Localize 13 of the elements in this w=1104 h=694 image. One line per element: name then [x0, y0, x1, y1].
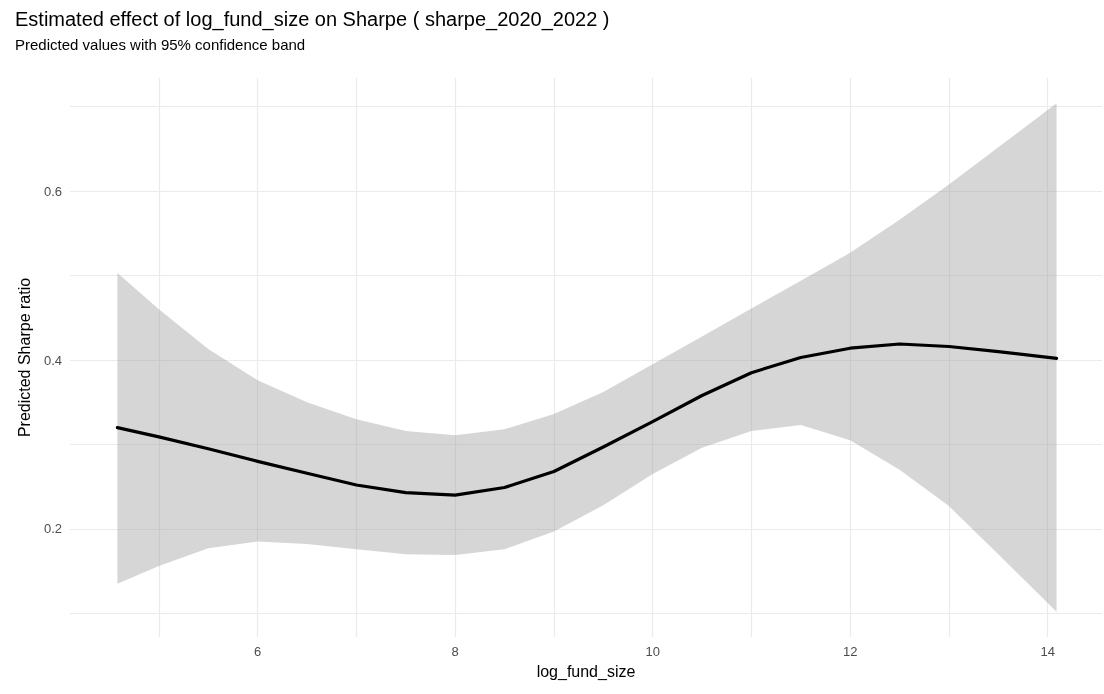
x-tick-label: 10 [645, 644, 660, 659]
y-tick-label: 0.6 [43, 183, 62, 199]
chart-title: Estimated effect of log_fund_size on Sharpe ( sharpe_2020_2022 ) [15, 8, 610, 31]
x-axis-title: log_fund_size [536, 662, 636, 681]
y-tick-label: 0.4 [43, 352, 62, 368]
x-tick-label: 8 [451, 644, 459, 659]
x-tick-label: 6 [254, 644, 262, 659]
y-axis-title: Predicted Sharpe ratio [15, 277, 33, 438]
x-tick-label: 12 [842, 644, 858, 659]
chart-subtitle: Predicted values with 95% confidence band [15, 36, 306, 53]
y-tick-label: 0.2 [43, 521, 62, 537]
line-series [115, 342, 1059, 497]
x-tick-label: 14 [1040, 644, 1055, 659]
